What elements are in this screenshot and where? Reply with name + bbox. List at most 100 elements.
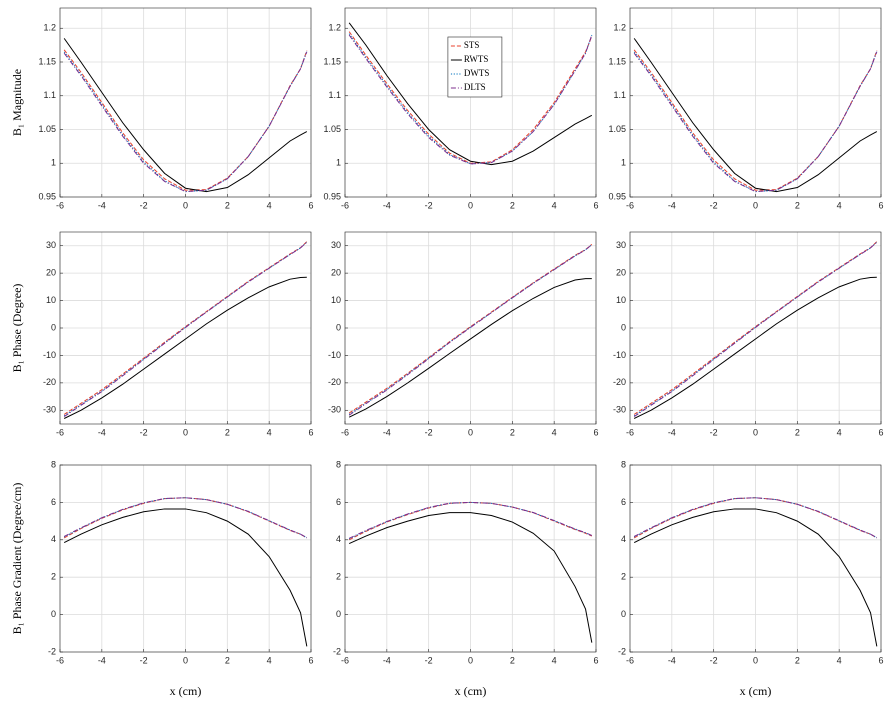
plot-frame bbox=[629, 464, 882, 653]
x-tick-label: -6 bbox=[626, 427, 634, 437]
y-tick-label: 30 bbox=[331, 240, 341, 250]
data-line bbox=[348, 244, 593, 416]
y-tick-label: 1.15 bbox=[608, 56, 626, 66]
x-tick-label: 4 bbox=[837, 655, 842, 665]
x-tick-label: -4 bbox=[98, 655, 106, 665]
plot-frame bbox=[59, 7, 312, 198]
y-tick-label: 4 bbox=[621, 534, 626, 544]
x-tick-label: -6 bbox=[341, 427, 349, 437]
y-tick-label: 10 bbox=[616, 295, 626, 305]
y-tick-label: 30 bbox=[616, 240, 626, 250]
data-line bbox=[633, 241, 878, 418]
data-line bbox=[63, 241, 308, 418]
legend: STS RWTS DWTS DLTS bbox=[447, 36, 503, 98]
x-tick-label: 6 bbox=[308, 655, 313, 665]
data-line bbox=[633, 38, 878, 193]
y-tick-label: -20 bbox=[613, 377, 626, 387]
x-tick-label: -4 bbox=[668, 200, 676, 210]
x-tick-label: 0 bbox=[183, 655, 188, 665]
x-tick-label: -6 bbox=[341, 200, 349, 210]
y-tick-label: 0 bbox=[51, 322, 56, 332]
y-tick-label: 1.1 bbox=[613, 90, 626, 100]
y-tick-label: 0 bbox=[336, 609, 341, 619]
x-tick-label: 6 bbox=[308, 200, 313, 210]
x-tick-label: -2 bbox=[710, 200, 718, 210]
y-tick-label: 0 bbox=[621, 609, 626, 619]
x-tick-label: 0 bbox=[183, 427, 188, 437]
y-tick-label: -30 bbox=[613, 405, 626, 415]
legend-label: STS bbox=[464, 40, 480, 50]
y-tick-label: 0 bbox=[621, 322, 626, 332]
x-tick-label: 0 bbox=[183, 200, 188, 210]
y-tick-label: 1 bbox=[51, 158, 56, 168]
y-axis-label: B₁ Phase Gradient (Degree/cm) bbox=[10, 483, 24, 635]
x-tick-label: -2 bbox=[710, 655, 718, 665]
y-tick-label: 1.2 bbox=[43, 23, 56, 33]
y-tick-label: 6 bbox=[621, 497, 626, 507]
x-tick-label: 2 bbox=[510, 655, 515, 665]
y-tick-label: 1.1 bbox=[43, 90, 56, 100]
plot-frame bbox=[59, 231, 312, 425]
data-line bbox=[348, 501, 593, 539]
y-tick-label: 8 bbox=[51, 459, 56, 469]
x-tick-label: -6 bbox=[626, 200, 634, 210]
x-axis-label: x (cm) bbox=[170, 684, 202, 698]
y-axis-label: B₁ Magnitude bbox=[10, 69, 24, 136]
x-tick-label: 6 bbox=[593, 427, 598, 437]
x-tick-label: -2 bbox=[140, 200, 148, 210]
x-tick-label: 4 bbox=[267, 200, 272, 210]
x-tick-label: -2 bbox=[425, 655, 433, 665]
legend-label: RWTS bbox=[464, 54, 489, 64]
x-tick-label: -4 bbox=[668, 655, 676, 665]
y-tick-label: -10 bbox=[328, 350, 341, 360]
data-line bbox=[63, 276, 307, 419]
x-tick-label: 2 bbox=[225, 200, 230, 210]
x-tick-label: 2 bbox=[225, 655, 230, 665]
x-tick-label: 6 bbox=[593, 200, 598, 210]
data-line bbox=[63, 51, 308, 193]
data-line bbox=[633, 51, 878, 193]
x-tick-label: 0 bbox=[753, 200, 758, 210]
x-tick-label: 0 bbox=[468, 200, 473, 210]
y-tick-label: -20 bbox=[43, 377, 56, 387]
x-tick-label: -2 bbox=[140, 655, 148, 665]
y-tick-label: 1.1 bbox=[328, 90, 341, 100]
y-tick-label: 10 bbox=[331, 295, 341, 305]
x-tick-label: -6 bbox=[56, 427, 64, 437]
x-tick-label: -2 bbox=[425, 427, 433, 437]
x-tick-label: 0 bbox=[468, 427, 473, 437]
data-line bbox=[633, 497, 878, 539]
x-tick-label: 4 bbox=[837, 200, 842, 210]
y-tick-label: 6 bbox=[336, 497, 341, 507]
y-tick-label: 1 bbox=[336, 158, 341, 168]
x-tick-label: -6 bbox=[626, 655, 634, 665]
data-line bbox=[63, 508, 308, 647]
y-tick-label: 1.15 bbox=[323, 56, 341, 66]
y-tick-label: 0.95 bbox=[38, 191, 56, 201]
plot-frame bbox=[629, 231, 882, 425]
data-line bbox=[633, 51, 878, 193]
y-tick-label: 8 bbox=[621, 459, 626, 469]
x-tick-label: -2 bbox=[710, 427, 718, 437]
y-tick-label: 2 bbox=[51, 572, 56, 582]
y-tick-label: 1.2 bbox=[613, 23, 626, 33]
y-tick-label: 8 bbox=[336, 459, 341, 469]
y-tick-label: 30 bbox=[46, 240, 56, 250]
legend-box bbox=[447, 36, 503, 98]
x-tick-label: -6 bbox=[56, 655, 64, 665]
data-line bbox=[348, 31, 593, 164]
data-line bbox=[63, 38, 308, 193]
x-tick-label: -2 bbox=[140, 427, 148, 437]
y-tick-label: 0 bbox=[336, 322, 341, 332]
x-tick-label: -2 bbox=[425, 200, 433, 210]
y-tick-label: -2 bbox=[618, 646, 626, 656]
x-tick-label: 6 bbox=[878, 655, 883, 665]
y-tick-label: 1.15 bbox=[38, 56, 56, 66]
x-tick-label: 6 bbox=[308, 427, 313, 437]
x-tick-label: 4 bbox=[837, 427, 842, 437]
y-tick-label: 1.05 bbox=[38, 124, 56, 134]
y-tick-label: 20 bbox=[331, 268, 341, 278]
y-tick-label: 20 bbox=[46, 268, 56, 278]
x-tick-label: 2 bbox=[795, 655, 800, 665]
